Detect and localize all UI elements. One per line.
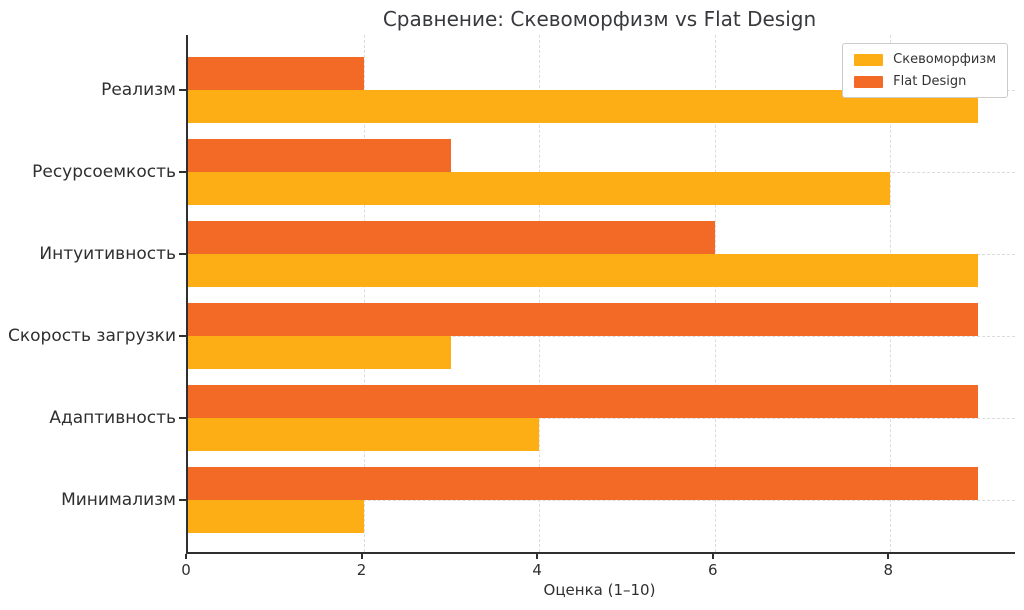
x-gridline	[539, 35, 541, 552]
bar-skeuomorphism	[188, 500, 364, 533]
bar-flat-design	[188, 139, 452, 172]
legend-label-skeuomorphism: Скевоморфизм	[893, 52, 996, 67]
category-label: Реализм	[101, 80, 176, 100]
bar-flat-design	[188, 467, 979, 500]
legend-swatch-flat-design	[854, 75, 884, 88]
y-gridline	[188, 500, 1015, 501]
x-tick	[711, 554, 714, 559]
category-label: Адаптивность	[49, 408, 176, 428]
x-tick-label: 8	[883, 561, 894, 579]
y-gridline	[188, 418, 1015, 419]
category-label: Интуитивность	[39, 244, 176, 264]
x-gridline	[890, 35, 892, 552]
bar-flat-design	[188, 221, 715, 254]
bar-flat-design	[188, 303, 979, 336]
x-tick-label: 2	[356, 561, 367, 579]
bar-skeuomorphism	[188, 254, 979, 287]
legend-item-skeuomorphism: Скевоморфизм	[854, 52, 996, 67]
legend-label-flat-design: Flat Design	[893, 74, 967, 89]
legend-swatch-skeuomorphism	[854, 53, 884, 66]
x-tick	[536, 554, 539, 559]
category-label: Скорость загрузки	[8, 326, 176, 346]
plot-area	[179, 35, 1015, 554]
bar-skeuomorphism	[188, 336, 452, 369]
y-gridline	[188, 336, 1015, 337]
y-tick	[179, 171, 186, 173]
y-tick	[179, 253, 186, 255]
bar-skeuomorphism	[188, 172, 891, 205]
x-tick	[185, 554, 187, 559]
category-label: Минимализм	[61, 490, 176, 510]
x-tick	[887, 554, 890, 559]
chart-title: Сравнение: Скевоморфизм vs Flat Design	[382, 7, 817, 31]
x-axis-title: Оценка (1–10)	[543, 581, 656, 599]
legend: Скевоморфизм Flat Design	[842, 43, 1008, 98]
y-tick	[179, 89, 186, 91]
bar-flat-design	[188, 57, 364, 90]
y-tick	[179, 417, 186, 419]
x-tick-label: 0	[181, 561, 191, 579]
x-tick-label: 4	[532, 561, 542, 579]
y-tick	[179, 335, 186, 337]
bar-skeuomorphism	[188, 418, 540, 451]
x-axis: 0 2 4 6 8	[181, 552, 1013, 592]
y-axis-labels: Реализм Ресурсоемкость Интуитивность Скорос…	[0, 35, 176, 552]
category-label: Ресурсоемкость	[32, 162, 176, 182]
x-tick	[360, 554, 363, 559]
x-gridline	[363, 35, 365, 552]
y-tick	[179, 499, 186, 501]
bar-flat-design	[188, 385, 979, 418]
x-tick-label: 6	[707, 561, 718, 579]
x-gridline	[714, 35, 716, 552]
legend-item-flat-design: Flat Design	[854, 74, 996, 89]
